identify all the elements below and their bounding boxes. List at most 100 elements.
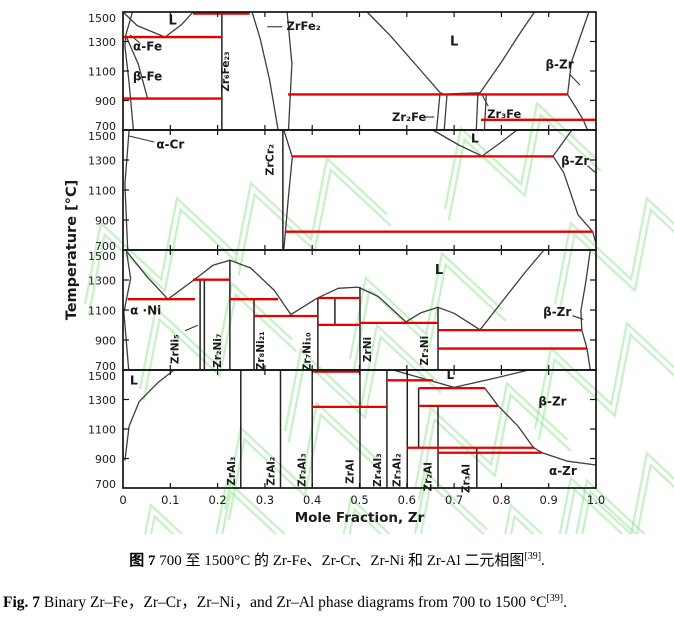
- phase-boundary-curve: [475, 94, 479, 131]
- x-tick-label: 1.0: [587, 493, 605, 507]
- phase-label: ZrCr₂: [263, 144, 276, 176]
- watermark-glyph: [413, 381, 568, 490]
- watermark-glyph: [87, 207, 242, 316]
- watermark-glyph: [533, 321, 674, 430]
- x-tick-label: 0: [119, 493, 126, 507]
- watermark-glyph: [138, 281, 293, 390]
- watermark-glyph: [557, 207, 674, 316]
- phase-boundary-curve: [123, 249, 132, 371]
- watermark-glyph: [447, 112, 602, 221]
- phase-label: α-Cr: [156, 138, 184, 152]
- phase-label: L: [446, 368, 454, 382]
- reference-citation: [39]: [546, 592, 564, 604]
- watermark-glyph: [83, 196, 238, 305]
- phase-boundary-curve: [443, 94, 448, 131]
- x-tick-label: 0.8: [492, 493, 510, 507]
- label-leader-line: [587, 165, 596, 173]
- y-tick-label: 1300: [88, 36, 116, 49]
- x-tick-label: 0.6: [398, 493, 416, 507]
- phase-boundary-curve: [283, 129, 293, 251]
- phase-label: β-Zr: [545, 58, 573, 72]
- y-tick-label: 900: [95, 215, 116, 228]
- caption-zh-period: .: [541, 553, 545, 569]
- y-tick-label: 1300: [88, 394, 116, 407]
- x-axis-title: Mole Fraction, Zr: [295, 510, 425, 526]
- watermark-glyph: [287, 334, 442, 443]
- watermark-glyph: [553, 196, 674, 305]
- phase-label: L: [169, 13, 177, 28]
- watermark-glyph: [443, 101, 598, 210]
- x-tick-label: 0.4: [303, 493, 321, 507]
- label-leader-line: [569, 73, 581, 86]
- phase-boundary-curve: [126, 249, 545, 331]
- phase-label: ZrFe₂: [287, 19, 321, 33]
- phase-label: Zr₃Al₂: [392, 453, 404, 487]
- phase-label: Zr₇Ni₁₀: [301, 332, 313, 371]
- y-tick-label: 1100: [88, 66, 116, 79]
- x-tick-label: 0.9: [540, 493, 558, 507]
- y-tick-label: 1300: [88, 275, 116, 288]
- reference-citation: [39]: [524, 551, 542, 562]
- phase-label: Zr₆Fe₂₃: [220, 51, 232, 92]
- watermark-glyph: [237, 167, 392, 276]
- y-tick-label: 1100: [88, 424, 116, 437]
- y-tick-label: 1500: [88, 130, 116, 143]
- y-tick-label: 1100: [88, 305, 116, 318]
- caption-zh-text: 700 至 1500°C 的 Zr-Fe、Zr-Cr、Zr-Ni 和 Zr-Al…: [155, 553, 525, 569]
- phase-label: ZrAl: [344, 459, 356, 484]
- phase-boundary-curve: [483, 94, 487, 131]
- watermark-glyph: [352, 262, 507, 371]
- phase-label: Zr₈Ni₂₁: [255, 331, 267, 370]
- phase-label: β-Zr: [543, 305, 571, 319]
- phase-label: ZrAl₃: [226, 456, 238, 486]
- phase-label: L: [435, 263, 443, 278]
- phase-diagram-chart: 1500 1300 1100 900 700 Lα-Fe β-Fe Zr₆Fe₂₃ ZrFe₂ L…: [64, 11, 674, 598]
- y-tick-label: 700: [95, 478, 116, 491]
- phase-boundary-curve: [454, 386, 597, 466]
- x-tick-label: 0.7: [445, 493, 463, 507]
- phase-boundary-curve: [552, 129, 573, 157]
- label-leader-line: [481, 95, 489, 107]
- phase-label: Zr₃Al: [461, 464, 473, 493]
- caption-en-number: Fig. 7: [3, 593, 41, 611]
- phase-label: β-Zr: [561, 154, 589, 168]
- phase-boundary-curve: [580, 249, 591, 371]
- phase-boundary-curve: [124, 129, 130, 251]
- watermark-glyph: [227, 412, 382, 521]
- phase-boundary-curve: [566, 11, 590, 131]
- phase-label: ZrNi₅: [169, 334, 181, 364]
- phase-boundary-curve: [122, 11, 194, 38]
- phase-label: Zr₂Al₃: [297, 453, 309, 487]
- watermark-glyph: [142, 292, 297, 401]
- watermark-glyph: [417, 392, 572, 501]
- y-tick-label: 1300: [88, 155, 116, 168]
- phase-label: Zr₂Ni₇: [212, 334, 224, 368]
- y-tick-label: 700: [95, 240, 116, 253]
- phase-label: ZrAl₂: [265, 456, 277, 486]
- x-tick-label: 0.3: [256, 493, 274, 507]
- x-tick-label: 0.1: [161, 493, 179, 507]
- y-tick-label: 1500: [88, 370, 116, 383]
- phase-label: β-Fe: [133, 70, 162, 84]
- x-tick-label: 0.5: [350, 493, 368, 507]
- y-tick-label: 1100: [88, 185, 116, 198]
- caption-en-text: Binary Zr–Fe，Zr–Cr，Zr–Ni，and Zr–Al phase…: [40, 593, 547, 611]
- phase-label: Zr₂Al: [422, 462, 434, 491]
- y-tick-label: 700: [95, 360, 116, 373]
- x-tick-label: 0.2: [208, 493, 226, 507]
- phase-boundary-curve: [435, 94, 441, 131]
- panel-border: [122, 11, 597, 131]
- phase-label: ZrNi: [362, 337, 374, 362]
- phase-boundary-curve: [125, 35, 149, 99]
- phase-label: L: [450, 34, 458, 49]
- y-tick-label: 1500: [88, 12, 116, 25]
- phase-label: Zr₃Fe: [487, 107, 521, 121]
- phase-label: α ·Ni: [130, 304, 161, 318]
- phase-boundary-curve: [286, 11, 293, 131]
- phase-label: α-Fe: [133, 40, 162, 54]
- phase-label: Zr₄Al₃: [372, 453, 384, 487]
- caption-chinese: 图 7 700 至 1500°C 的 Zr-Fe、Zr-Cr、Zr-Ni 和 Z…: [10, 552, 664, 571]
- caption-en-period: .: [563, 593, 567, 611]
